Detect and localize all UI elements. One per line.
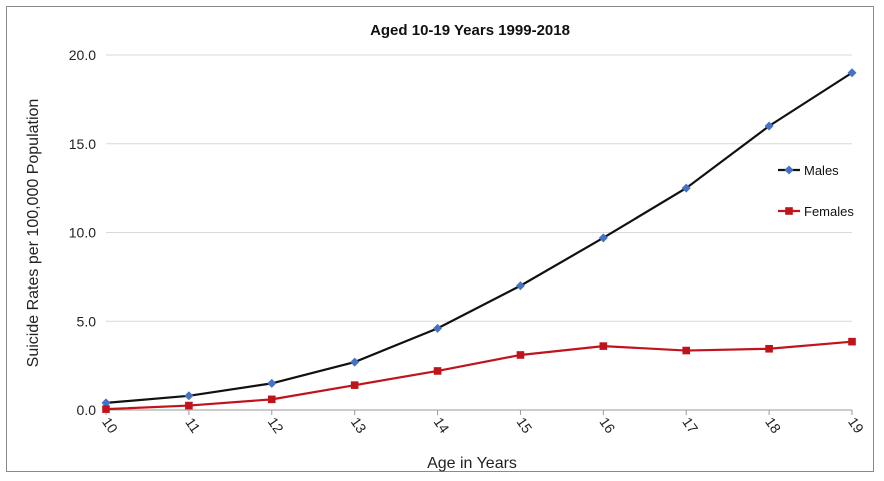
x-tick-label: 18	[762, 414, 784, 436]
y-tick-label: 15.0	[69, 136, 96, 152]
data-point-males	[350, 357, 360, 367]
data-point-males	[598, 233, 608, 243]
data-point-females	[516, 351, 525, 359]
data-point-males	[764, 121, 774, 131]
data-point-females	[765, 344, 773, 353]
y-tick-label: 20.0	[69, 47, 96, 63]
y-tick-label: 10.0	[69, 225, 96, 241]
x-tick-label: 15	[514, 414, 536, 436]
gridlines	[106, 54, 852, 411]
legend-label: Females	[804, 204, 854, 219]
data-point-females	[433, 367, 442, 375]
chart-frame	[6, 6, 874, 472]
data-point-females	[682, 346, 691, 355]
data-point-females	[267, 395, 276, 404]
series-lines	[101, 68, 857, 413]
data-point-males	[433, 323, 443, 333]
data-point-males	[681, 183, 691, 193]
data-point-females	[599, 342, 608, 350]
x-tick-label: 10	[99, 414, 121, 436]
data-point-males	[184, 391, 194, 401]
x-tick-label: 19	[845, 414, 867, 436]
data-point-females	[102, 405, 110, 413]
series-line-males	[105, 71, 853, 404]
chart-title: Aged 10-19 Years 1999-2018	[370, 22, 570, 39]
data-point-females	[350, 381, 359, 389]
legend-marker	[784, 165, 794, 175]
y-tick-label: 5.0	[77, 313, 97, 329]
x-axis-title: Age in Years	[427, 455, 517, 472]
data-point-males	[847, 68, 857, 78]
x-tick-label: 12	[265, 414, 287, 436]
data-point-males	[267, 378, 277, 388]
x-tick-label: 11	[182, 415, 204, 436]
legend-marker	[785, 207, 793, 215]
x-tick-labels: 10 11 12 13 14 15 16 17 18 19	[99, 410, 867, 436]
series-line-females	[105, 340, 853, 411]
x-tick-label: 13	[348, 414, 370, 436]
data-point-males	[515, 281, 525, 291]
x-tick-label: 16	[596, 414, 618, 436]
data-point-females	[185, 401, 193, 410]
y-tick-labels: 0.0 5.0 10.0 15.0 20.0	[69, 47, 96, 418]
y-tick-label: 0.0	[77, 402, 97, 418]
legend: Males Females	[778, 163, 854, 219]
x-tick-label: 17	[679, 414, 701, 436]
y-axis-title: Suicide Rates per 100,000 Population	[25, 99, 42, 368]
legend-label: Males	[804, 163, 839, 178]
data-point-males	[101, 398, 111, 408]
data-point-females	[848, 337, 856, 346]
x-tick-label: 14	[431, 414, 453, 436]
